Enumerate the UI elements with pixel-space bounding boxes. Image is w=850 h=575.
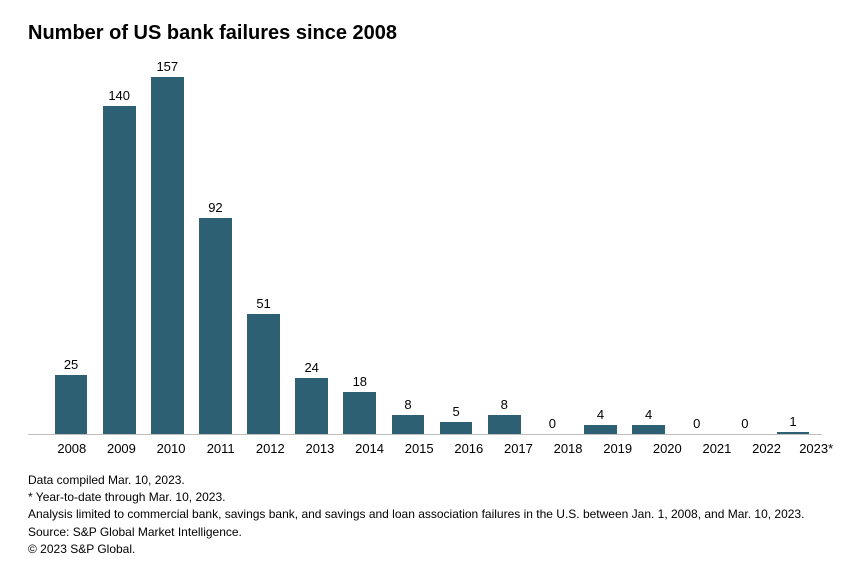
- bar-value-label: 18: [353, 374, 367, 389]
- bar: [247, 314, 280, 434]
- x-axis: 2008 2009 2010 2011 2012 2013 2014 2015 2016 2017…: [52, 435, 836, 456]
- bar-slot: 8: [485, 59, 523, 434]
- x-axis-label: 2016: [449, 441, 489, 456]
- x-axis-label: 2023*: [796, 441, 836, 456]
- x-axis-label: 2014: [350, 441, 390, 456]
- x-axis-label: 2008: [52, 441, 92, 456]
- bar-slot: 92: [196, 59, 234, 434]
- bar: [103, 106, 136, 434]
- bars-group: 25 140 157 92 51 24 18 8 5 8 0 4 4 0 0 1: [52, 59, 812, 434]
- bar-value-label: 1: [789, 414, 796, 429]
- bar-slot: 140: [100, 59, 138, 434]
- bar-slot: 51: [245, 59, 283, 434]
- x-axis-label: 2011: [201, 441, 241, 456]
- bar-value-label: 24: [304, 360, 318, 375]
- bar-slot: 18: [341, 59, 379, 434]
- bar-slot: 4: [630, 59, 668, 434]
- x-axis-label: 2012: [251, 441, 291, 456]
- footnote-line: © 2023 S&P Global.: [28, 541, 822, 557]
- footnotes: Data compiled Mar. 10, 2023.* Year-to-da…: [28, 472, 822, 557]
- chart-title: Number of US bank failures since 2008: [28, 22, 822, 45]
- bar-value-label: 5: [452, 404, 459, 419]
- bar-slot: 1: [774, 59, 812, 434]
- bar-value-label: 4: [645, 407, 652, 422]
- bar-slot: 25: [52, 59, 90, 434]
- bar-slot: 4: [581, 59, 619, 434]
- bar: [632, 425, 665, 434]
- bar: [777, 432, 810, 434]
- bar-value-label: 157: [156, 59, 178, 74]
- x-axis-label: 2010: [151, 441, 191, 456]
- x-axis-label: 2015: [399, 441, 439, 456]
- bar: [343, 392, 376, 434]
- bar-slot: 8: [389, 59, 427, 434]
- bar-value-label: 92: [208, 200, 222, 215]
- bar: [295, 378, 328, 434]
- bar: [151, 77, 184, 434]
- bar: [55, 375, 88, 434]
- bar-slot: 24: [293, 59, 331, 434]
- x-axis-label: 2018: [548, 441, 588, 456]
- chart-plot-area: 25 140 157 92 51 24 18 8 5 8 0 4 4 0 0 1: [28, 59, 822, 435]
- x-axis-label: 2020: [648, 441, 688, 456]
- x-axis-label: 2009: [102, 441, 142, 456]
- x-axis-label: 2022: [747, 441, 787, 456]
- bar: [440, 422, 473, 434]
- x-axis-label: 2021: [697, 441, 737, 456]
- footnote-line: Source: S&P Global Market Intelligence.: [28, 524, 822, 540]
- bar-slot: 157: [148, 59, 186, 434]
- bar-value-label: 4: [597, 407, 604, 422]
- bar-value-label: 25: [64, 357, 78, 372]
- chart-container: Number of US bank failures since 2008 25…: [0, 0, 850, 575]
- bar: [392, 415, 425, 434]
- bar-slot: 0: [678, 59, 716, 434]
- bar-slot: 0: [533, 59, 571, 434]
- bar-value-label: 0: [549, 416, 556, 431]
- bar-value-label: 8: [501, 397, 508, 412]
- footnote-line: Analysis limited to commercial bank, sav…: [28, 506, 822, 522]
- bar-value-label: 0: [741, 416, 748, 431]
- bar-value-label: 0: [693, 416, 700, 431]
- bar-value-label: 8: [404, 397, 411, 412]
- bar: [584, 425, 617, 434]
- bar-value-label: 140: [108, 88, 130, 103]
- bar-slot: 5: [437, 59, 475, 434]
- bar-slot: 0: [726, 59, 764, 434]
- footnote-line: * Year-to-date through Mar. 10, 2023.: [28, 489, 822, 505]
- bar: [199, 218, 232, 434]
- bar-value-label: 51: [256, 296, 270, 311]
- x-axis-label: 2019: [598, 441, 638, 456]
- x-axis-label: 2017: [499, 441, 539, 456]
- footnote-line: Data compiled Mar. 10, 2023.: [28, 472, 822, 488]
- x-axis-label: 2013: [300, 441, 340, 456]
- bar: [488, 415, 521, 434]
